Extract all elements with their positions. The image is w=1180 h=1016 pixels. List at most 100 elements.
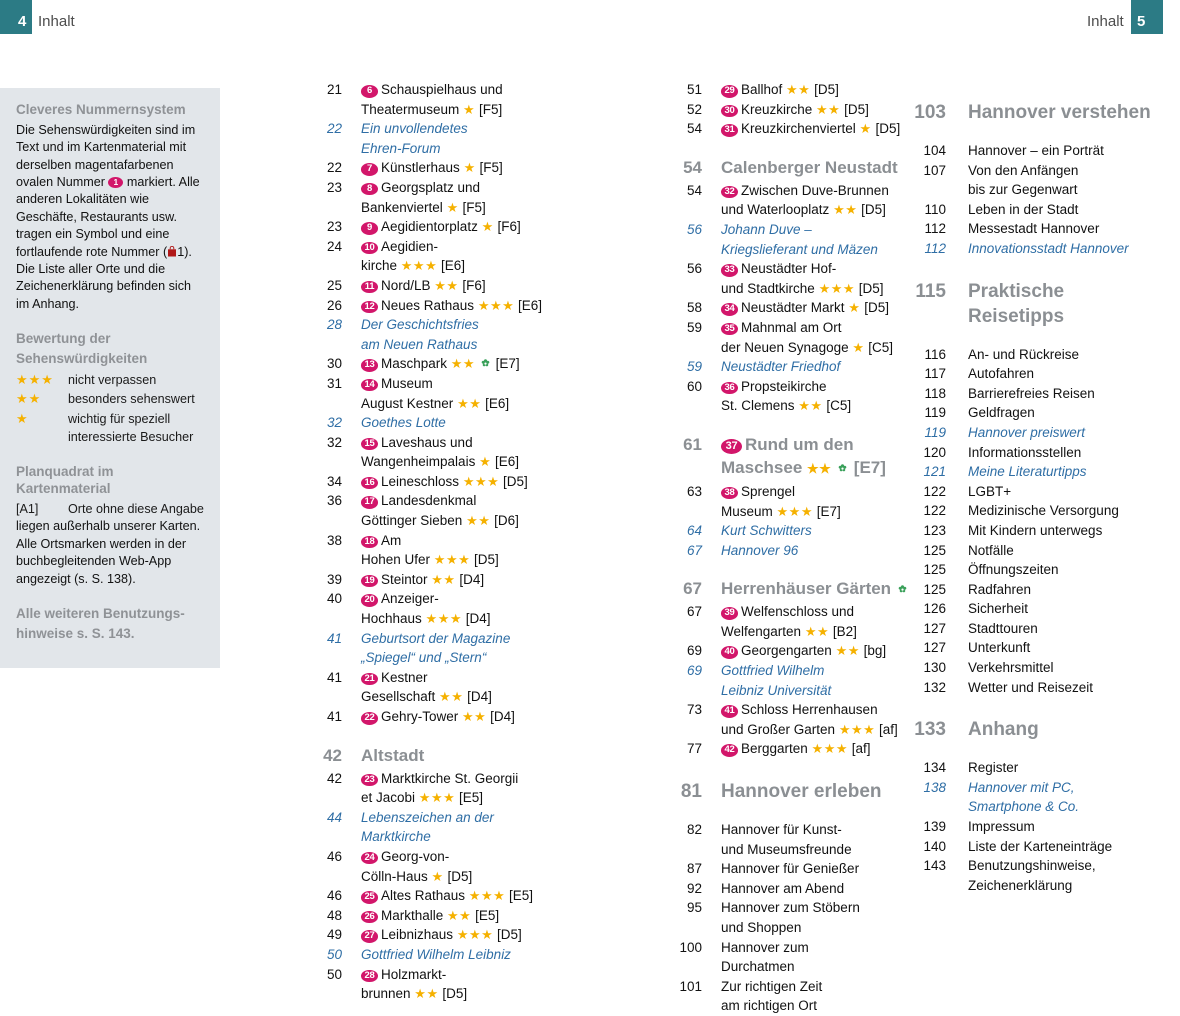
toc-entry[interactable]: 46 24 Georg-von- Cölln-Haus ★ [D5]	[302, 847, 552, 886]
toc-entry[interactable]: 127 Stadttouren	[902, 619, 1164, 639]
toc-entry-title: Radfahren	[968, 581, 1032, 597]
toc-entry[interactable]: 41 22 Gehry-Tower ★★ [D4]	[302, 707, 552, 727]
toc-entry[interactable]: 23 8 Georgsplatz und Bankenviertel ★ [F5]	[302, 178, 552, 217]
toc-feature-entry[interactable]: 64 Kurt Schwitters	[662, 521, 912, 541]
toc-entry[interactable]: 125 Öffnungszeiten	[902, 560, 1164, 580]
toc-page-number: 61	[683, 434, 702, 454]
toc-entry[interactable]: 42 23 Marktkirche St. Georgii et Jacobi ★★★…	[302, 769, 552, 808]
toc-entry-title: 36 Propsteikirche St. Clemens ★★ [C5]	[721, 378, 852, 414]
toc-entry[interactable]: 32 15 Laveshaus und Wangenheimpalais ★ [E6]	[302, 433, 552, 472]
toc-feature-entry[interactable]: 56 Johann Duve – Kriegslieferant und Mäzen	[662, 220, 912, 259]
toc-entry[interactable]: 39 19 Steintor ★★ [D4]	[302, 570, 552, 590]
toc-entry[interactable]: 67 39 Welfenschloss und Welfengarten ★★ [B2…	[662, 602, 912, 641]
toc-section-heading[interactable]: 133 Anhang	[902, 717, 1164, 742]
rating-stars-2: ★★	[16, 391, 42, 407]
toc-page-number: 107	[923, 162, 946, 178]
toc-section-heading[interactable]: 103 Hannover verstehen	[902, 100, 1164, 125]
poi-number-badge: 26	[361, 910, 378, 924]
toc-entry[interactable]: 125 Notfälle	[902, 541, 1164, 561]
toc-entry[interactable]: 134 Register	[902, 758, 1164, 778]
toc-entry[interactable]: 48 26 Markthalle ★★ [E5]	[302, 906, 552, 926]
toc-section-heading[interactable]: 81 Hannover erleben	[662, 779, 912, 804]
toc-subsection-heading[interactable]: 67 Herrenhäuser Gärten	[662, 577, 912, 600]
toc-entry[interactable]: 110 Leben in der Stadt	[902, 200, 1164, 220]
toc-entry[interactable]: 60 36 Propsteikirche St. Clemens ★★ [C5]	[662, 377, 912, 416]
toc-feature-entry[interactable]: 119 Hannover preiswert	[902, 423, 1164, 443]
toc-subsection-heading[interactable]: 54 Calenberger Neustadt	[662, 156, 912, 179]
toc-entry[interactable]: 46 25 Altes Rathaus ★★★ [E5]	[302, 886, 552, 906]
toc-entry[interactable]: 50 28 Holzmarkt-brunnen ★★ [D5]	[302, 965, 552, 1004]
toc-entry[interactable]: 21 6 Schauspielhaus und Theatermuseum ★ [F5…	[302, 80, 552, 119]
poi-number-badge: 40	[721, 646, 738, 659]
toc-entry[interactable]: 112 Messestadt Hannover	[902, 219, 1164, 239]
toc-entry[interactable]: 132 Wetter und Reisezeit	[902, 678, 1164, 698]
toc-entry[interactable]: 123 Mit Kindern unterwegs	[902, 521, 1164, 541]
toc-entry[interactable]: 127 Unterkunft	[902, 638, 1164, 658]
toc-entry[interactable]: 25 11 Nord/LB ★★ [F6]	[302, 276, 552, 296]
toc-entry[interactable]: 26 12 Neues Rathaus ★★★ [E6]	[302, 296, 552, 316]
toc-entry[interactable]: 117 Autofahren	[902, 364, 1164, 384]
toc-subsection-heading[interactable]: 42 Altstadt	[302, 744, 552, 767]
toc-entry[interactable]: 120 Informationsstellen	[902, 443, 1164, 463]
toc-entry[interactable]: 104 Hannover – ein Porträt	[902, 141, 1164, 161]
toc-entry[interactable]: 107 Von den Anfängen bis zur Gegenwart	[902, 161, 1164, 200]
toc-entry[interactable]: 41 21 Kestner Gesellschaft ★★ [D4]	[302, 668, 552, 707]
toc-section-heading[interactable]: 115 Praktische Reisetipps	[902, 279, 1164, 329]
toc-entry[interactable]: 31 14 Museum August Kestner ★★ [E6]	[302, 374, 552, 413]
toc-feature-entry[interactable]: 112 Innovationsstadt Hannover	[902, 239, 1164, 259]
toc-feature-entry[interactable]: 28 Der Geschichtsfries am Neuen Rathaus	[302, 315, 552, 354]
toc-feature-entry[interactable]: 44 Lebenszeichen an der Marktkirche	[302, 808, 552, 847]
toc-entry[interactable]: 59 35 Mahnmal am Ort der Neuen Synagoge ★ […	[662, 318, 912, 357]
toc-entry[interactable]: 77 42 Berggarten ★★★ [af]	[662, 739, 912, 759]
toc-entry[interactable]: 63 38 Sprengel Museum ★★★ [E7]	[662, 482, 912, 521]
toc-entry[interactable]: 82 Hannover für Kunst-und Museumsfreunde	[662, 820, 912, 859]
toc-entry[interactable]: 118 Barrierefreies Reisen	[902, 384, 1164, 404]
toc-entry[interactable]: 122 LGBT+	[902, 482, 1164, 502]
toc-entry[interactable]: 125 Radfahren	[902, 580, 1164, 600]
toc-entry[interactable]: 56 33 Neustädter Hof-und Stadtkirche ★★★ […	[662, 259, 912, 298]
toc-entry[interactable]: 58 34 Neustädter Markt ★ [D5]	[662, 298, 912, 318]
toc-entry[interactable]: 34 16 Leineschloss ★★★ [D5]	[302, 472, 552, 492]
toc-feature-entry[interactable]: 41 Geburtsort der Magazine „Spiegel“ und „…	[302, 629, 552, 668]
toc-entry[interactable]: 51 29 Ballhof ★★ [D5]	[662, 80, 912, 100]
toc-entry[interactable]: 95 Hannover zum Stöbern und Shoppen	[662, 898, 912, 937]
toc-feature-entry[interactable]: 67 Hannover 96	[662, 541, 912, 561]
toc-entry[interactable]: 22 7 Künstlerhaus ★ [F5]	[302, 158, 552, 178]
toc-page-number: 56	[686, 221, 702, 237]
toc-page-number: 132	[923, 679, 946, 695]
toc-entry[interactable]: 122 Medizinische Versorgung	[902, 501, 1164, 521]
toc-entry[interactable]: 30 13 Maschpark ★★ [E7]	[302, 354, 552, 374]
toc-feature-entry[interactable]: 121 Meine Literaturtipps	[902, 462, 1164, 482]
toc-feature-entry[interactable]: 69 Gottfried Wilhelm Leibniz Universität	[662, 661, 912, 700]
toc-entry[interactable]: 24 10 Aegidien-kirche ★★★ [E6]	[302, 237, 552, 276]
toc-section-heading-numbered[interactable]: 61 37 Rund um den Maschsee ★★ [E7]	[662, 433, 912, 480]
toc-entry[interactable]: 139 Impressum	[902, 817, 1164, 837]
toc-entry[interactable]: 119 Geldfragen	[902, 403, 1164, 423]
toc-entry[interactable]: 100 Hannover zum Durchatmen	[662, 938, 912, 977]
toc-entry[interactable]: 87 Hannover für Genießer	[662, 859, 912, 879]
toc-entry[interactable]: 126 Sicherheit	[902, 599, 1164, 619]
toc-entry[interactable]: 101 Zur richtigen Zeit am richtigen Ort	[662, 977, 912, 1016]
toc-entry[interactable]: 140 Liste der Karteneinträge	[902, 837, 1164, 857]
toc-entry[interactable]: 38 18 Am Hohen Ufer ★★★ [D5]	[302, 531, 552, 570]
toc-entry[interactable]: 23 9 Aegidientorplatz ★ [F6]	[302, 217, 552, 237]
toc-entry[interactable]: 92 Hannover am Abend	[662, 879, 912, 899]
toc-feature-entry[interactable]: 138 Hannover mit PC, Smartphone & Co.	[902, 778, 1164, 817]
toc-entry[interactable]: 143 Benutzungshinweise, Zeichenerklärung	[902, 856, 1164, 895]
toc-entry[interactable]: 40 20 Anzeiger- Hochhaus ★★★ [D4]	[302, 589, 552, 628]
star-rating: ★	[463, 160, 476, 176]
toc-entry[interactable]: 116 An- und Rückreise	[902, 345, 1164, 365]
toc-feature-entry[interactable]: 59 Neustädter Friedhof	[662, 357, 912, 377]
toc-entry[interactable]: 54 32 Zwischen Duve-Brunnen und Waterloopla…	[662, 181, 912, 220]
toc-entry[interactable]: 73 41 Schloss Herrenhausen und Großer Garte…	[662, 700, 912, 739]
toc-entry[interactable]: 69 40 Georgengarten ★★ [bg]	[662, 641, 912, 661]
toc-entry[interactable]: 36 17 Landesdenkmal Göttinger Sieben ★★ [D6…	[302, 491, 552, 530]
toc-entry[interactable]: 54 31 Kreuzkirchenviertel ★ [D5]	[662, 119, 912, 139]
toc-feature-entry[interactable]: 50 Gottfried Wilhelm Leibniz	[302, 945, 552, 965]
toc-entry[interactable]: 52 30 Kreuzkirche ★★ [D5]	[662, 100, 912, 120]
toc-feature-entry[interactable]: 32 Goethes Lotte	[302, 413, 552, 433]
toc-entry[interactable]: 130 Verkehrsmittel	[902, 658, 1164, 678]
toc-feature-entry[interactable]: 22 Ein unvollendetes Ehren-Forum	[302, 119, 552, 158]
toc-entry[interactable]: 49 27 Leibnizhaus ★★★ [D5]	[302, 925, 552, 945]
poi-number-badge: 31	[721, 124, 738, 137]
